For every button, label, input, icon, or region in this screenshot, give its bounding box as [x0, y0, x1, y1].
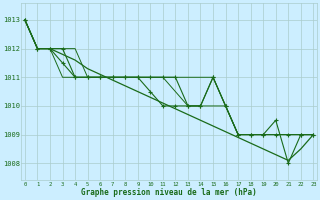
X-axis label: Graphe pression niveau de la mer (hPa): Graphe pression niveau de la mer (hPa)	[81, 188, 257, 197]
